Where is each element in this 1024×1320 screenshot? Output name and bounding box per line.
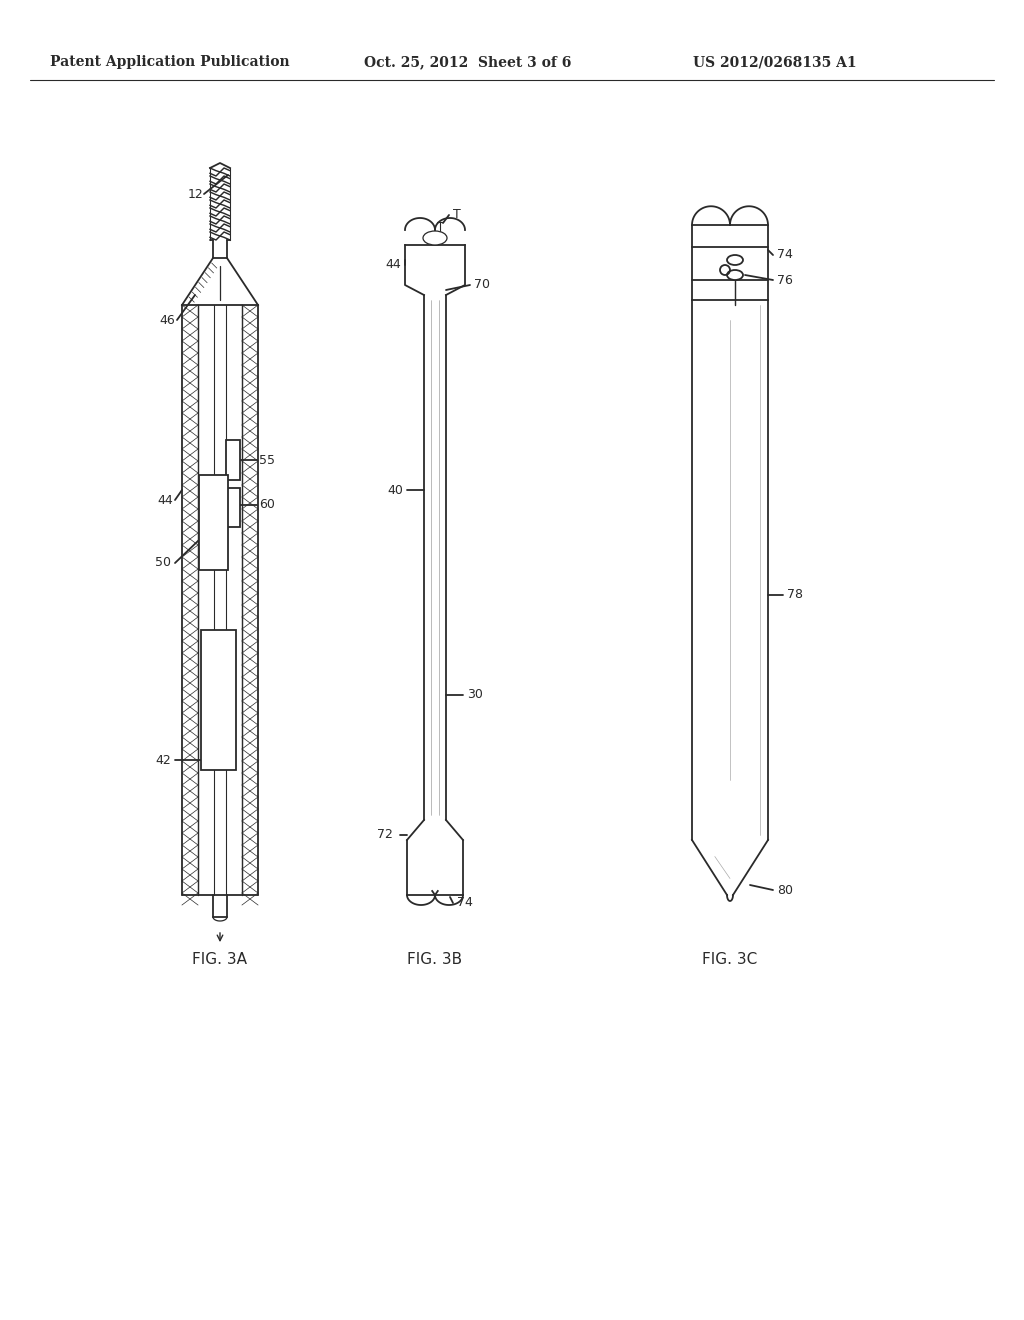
Text: US 2012/0268135 A1: US 2012/0268135 A1 (693, 55, 857, 69)
Text: FIG. 3B: FIG. 3B (408, 953, 463, 968)
Ellipse shape (727, 271, 743, 280)
Text: FIG. 3A: FIG. 3A (193, 953, 248, 968)
Text: Patent Application Publication: Patent Application Publication (50, 55, 290, 69)
Text: T: T (454, 209, 461, 222)
Text: 44: 44 (385, 259, 400, 272)
Text: 74: 74 (457, 896, 473, 909)
Text: 30: 30 (467, 689, 483, 701)
Text: 42: 42 (155, 754, 171, 767)
Text: 40: 40 (387, 483, 402, 496)
Bar (226, 440, 240, 480)
Bar (199, 475, 228, 570)
Text: 46: 46 (159, 314, 175, 326)
Text: 74: 74 (777, 248, 793, 261)
Text: 80: 80 (777, 883, 793, 896)
Text: 55: 55 (259, 454, 275, 466)
Text: 50: 50 (155, 557, 171, 569)
Text: 44: 44 (157, 494, 173, 507)
Text: Oct. 25, 2012  Sheet 3 of 6: Oct. 25, 2012 Sheet 3 of 6 (365, 55, 571, 69)
Bar (201, 630, 236, 770)
Ellipse shape (727, 255, 743, 265)
Text: 72: 72 (377, 829, 393, 842)
Text: 76: 76 (777, 273, 793, 286)
Ellipse shape (423, 231, 447, 246)
Text: 78: 78 (787, 589, 803, 602)
Text: 70: 70 (474, 279, 490, 292)
Text: FIG. 3C: FIG. 3C (702, 953, 758, 968)
Bar (226, 488, 240, 527)
Text: 60: 60 (259, 499, 274, 511)
Text: 12: 12 (188, 187, 204, 201)
